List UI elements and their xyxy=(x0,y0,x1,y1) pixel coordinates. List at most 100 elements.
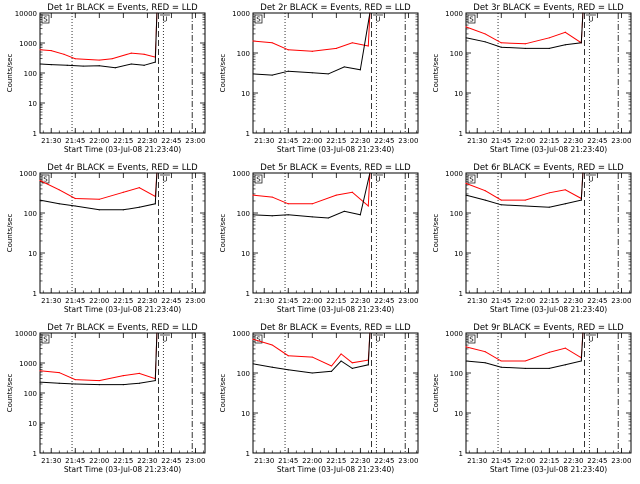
x-axis-label: Start Time (03-Jul-08 21:23:40) xyxy=(64,465,181,474)
lld-data-point xyxy=(548,192,550,194)
plot-frame xyxy=(252,332,419,454)
x-axis-label: Start Time (03-Jul-08 21:23:40) xyxy=(490,145,607,154)
events-series-line xyxy=(39,12,158,69)
x-tick-label: 21:30 xyxy=(41,457,61,465)
lld-data-point xyxy=(74,197,76,200)
events-series-line xyxy=(39,172,158,211)
events-data-point xyxy=(564,44,566,46)
lld-data-point xyxy=(340,353,342,355)
y-tick-label: 1 xyxy=(459,290,463,298)
events-data-point xyxy=(98,209,100,211)
events-data-point xyxy=(287,70,289,72)
events-data-point xyxy=(564,364,566,366)
chart-title: Det 6r BLACK = Events, RED = LLD xyxy=(473,163,624,173)
x-tick-label: 22:15 xyxy=(326,297,346,305)
lld-data-point xyxy=(524,199,526,201)
lld-data-point xyxy=(58,189,60,191)
lld-data-point xyxy=(564,189,566,191)
lld-data-point xyxy=(130,52,132,54)
events-data-point xyxy=(311,216,313,218)
x-tick-label: 21:45 xyxy=(65,297,85,305)
lld-data-point xyxy=(98,379,100,382)
x-tick-label: 22:15 xyxy=(113,297,133,305)
x-tick-label: 22:00 xyxy=(302,457,322,465)
events-data-point xyxy=(271,74,273,76)
x-tick-label: 22:30 xyxy=(137,457,157,465)
events-data-point xyxy=(156,332,158,334)
y-tick-label: 1000 xyxy=(232,10,250,18)
events-data-point xyxy=(359,214,361,216)
lld-data-point xyxy=(58,371,60,374)
detector-panel-9: Det 9r BLACK = Events, RED = LLD 1 10 100 10… xyxy=(432,323,632,474)
x-tick-label: 22:00 xyxy=(515,137,535,145)
x-tick-label: 22:15 xyxy=(539,457,559,465)
x-tick-label: 22:30 xyxy=(350,457,370,465)
lld-data-point xyxy=(252,40,254,42)
chart-title: Det 8r BLACK = Events, RED = LLD xyxy=(260,323,411,333)
lld-series-line xyxy=(465,172,584,201)
events-data-point xyxy=(122,384,124,386)
lld-data-point xyxy=(311,50,313,52)
lld-data-point xyxy=(465,182,467,184)
y-tick-label: 1000 xyxy=(232,170,250,178)
x-tick-label: 22:45 xyxy=(587,137,607,145)
x-tick-label: 22:00 xyxy=(89,297,109,305)
lld-series-line xyxy=(252,172,371,208)
events-data-point xyxy=(327,73,329,75)
events-data-point xyxy=(524,367,526,370)
events-data-point xyxy=(580,199,582,201)
lld-series-line xyxy=(39,172,158,200)
lld-data-point xyxy=(287,203,289,205)
y-tick-label: 10 xyxy=(241,410,250,418)
events-data-point xyxy=(548,367,550,370)
x-tick-label: 21:30 xyxy=(467,457,487,465)
s-marker-box xyxy=(254,174,263,184)
lld-data-point xyxy=(465,26,467,28)
lld-data-point xyxy=(465,346,467,348)
lld-data-point xyxy=(548,37,550,39)
events-data-point xyxy=(359,69,361,71)
s-marker-box xyxy=(467,334,476,344)
x-tick-label: 21:45 xyxy=(65,457,85,465)
s-marker-label: S xyxy=(469,16,474,24)
x-tick-label: 22:30 xyxy=(137,297,157,305)
detector-panel-1: Det 1r BLACK = Events, RED = LLD 1 10 100 10… xyxy=(6,3,206,154)
x-axis-label: Start Time (03-Jul-08 21:23:40) xyxy=(64,145,181,154)
events-data-point xyxy=(39,381,41,383)
y-tick-label: 1 xyxy=(33,130,37,138)
s-marker-box xyxy=(467,174,476,184)
x-tick-label: 23:00 xyxy=(398,297,418,305)
lld-data-point xyxy=(287,355,289,357)
u-marker-label: U xyxy=(375,176,380,184)
x-tick-label: 22:15 xyxy=(539,297,559,305)
x-axis-label: Start Time (03-Jul-08 21:23:40) xyxy=(277,145,394,154)
events-series-line xyxy=(465,12,584,49)
plot-frame xyxy=(252,172,419,294)
x-tick-label: 21:30 xyxy=(254,137,274,145)
x-tick-label: 22:30 xyxy=(563,457,583,465)
x-tick-label: 22:45 xyxy=(374,457,394,465)
u-marker-label: U xyxy=(588,336,593,344)
u-marker-label: U xyxy=(375,16,380,24)
events-data-point xyxy=(311,72,313,74)
lld-data-point xyxy=(98,198,100,200)
y-tick-label: 1 xyxy=(459,130,463,138)
lld-data-point xyxy=(311,356,313,358)
y-tick-label: 1000 xyxy=(445,170,463,178)
x-tick-label: 23:00 xyxy=(185,137,205,145)
x-tick-label: 21:45 xyxy=(491,137,511,145)
s-marker-box xyxy=(467,14,476,24)
x-tick-label: 22:30 xyxy=(350,137,370,145)
y-tick-label: 100 xyxy=(237,50,250,58)
lld-data-point xyxy=(330,365,333,367)
x-tick-label: 22:15 xyxy=(113,137,133,145)
plot-frame xyxy=(465,12,632,134)
s-marker-label: S xyxy=(469,176,474,184)
lld-data-point xyxy=(138,372,140,375)
lld-data-point xyxy=(564,347,566,349)
s-marker-label: S xyxy=(43,176,48,184)
events-data-point xyxy=(154,61,156,63)
events-data-point xyxy=(580,42,582,44)
y-axis-label: Counts/sec xyxy=(432,54,440,93)
lld-data-point xyxy=(252,338,254,340)
